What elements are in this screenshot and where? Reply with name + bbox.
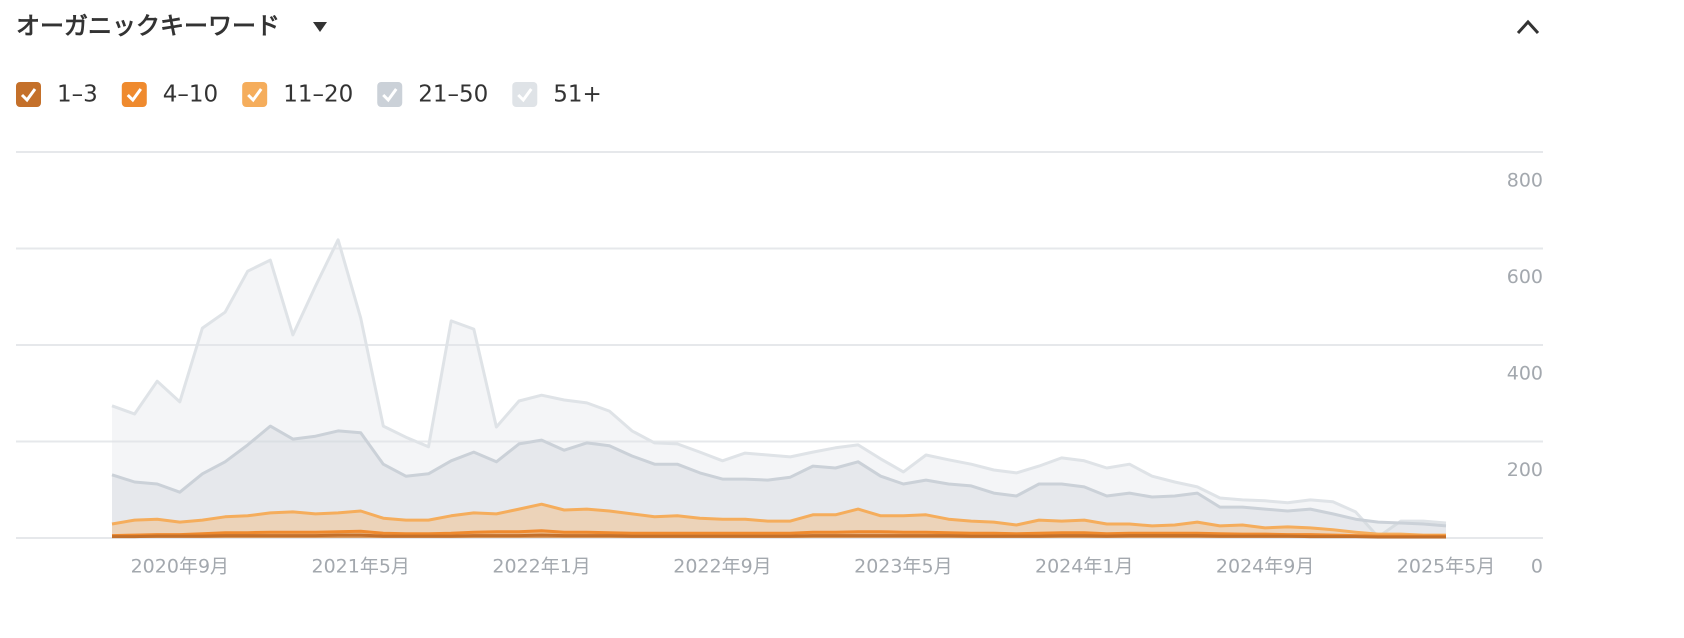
x-tick-label: 2025年5月 <box>1397 556 1495 578</box>
legend-label: 1–3 <box>57 82 98 108</box>
legend-check <box>517 88 533 103</box>
legend-check <box>247 88 263 103</box>
y-tick-label: 600 <box>1507 266 1543 288</box>
legend-item[interactable]: 4–10 <box>121 82 218 108</box>
series-line <box>111 502 1446 537</box>
x-tick-label: 2021年5月 <box>311 556 409 578</box>
series-line <box>111 529 1446 538</box>
series-line <box>112 533 1446 539</box>
y-tick-label: 800 <box>1507 170 1543 192</box>
y-tick-label: 200 <box>1507 459 1543 481</box>
x-tick-label: 2020年9月 <box>131 556 229 578</box>
legend-item[interactable]: 51+ <box>512 82 602 108</box>
legend-label: 11–20 <box>283 82 353 108</box>
legend-label: 4–10 <box>163 82 218 108</box>
legend-label: 21–50 <box>418 82 488 108</box>
y-tick-label: 0 <box>1531 556 1543 578</box>
series-area <box>112 426 1446 538</box>
dropdown-arrow[interactable] <box>313 22 327 32</box>
legend-item[interactable]: 11–20 <box>242 82 353 108</box>
grid <box>16 151 1543 539</box>
x-tick-label: 2024年1月 <box>1035 556 1133 578</box>
legend-item[interactable]: 21–50 <box>377 82 488 108</box>
chart-title: オーガニックキーワード <box>16 12 280 40</box>
x-tick-label: 2022年1月 <box>492 556 590 578</box>
legend: 1–3 4–10 11–20 21–50 51+ <box>16 82 602 108</box>
x-tick-label: 2024年9月 <box>1216 556 1314 578</box>
legend-label: 51+ <box>553 82 602 108</box>
x-tick-label: 2023年5月 <box>854 556 952 578</box>
legend-checkbox <box>121 82 147 107</box>
legend-check <box>382 88 398 103</box>
legend-checkbox <box>377 82 403 107</box>
series-line <box>111 424 1447 528</box>
legend-checkbox <box>16 82 41 107</box>
axes: 0 200 400 600 800 2020年9月 2021年5月 2022年1月 2022年9… <box>131 170 1543 578</box>
legend-item[interactable]: 1–3 <box>16 82 98 108</box>
series-line <box>111 238 1447 539</box>
legend-checkbox <box>512 82 538 107</box>
legend-checkbox <box>242 82 268 107</box>
legend-check <box>126 88 142 103</box>
plot <box>111 238 1447 539</box>
legend-check <box>20 88 37 103</box>
x-tick-label: 2022年9月 <box>673 556 771 578</box>
y-tick-label: 400 <box>1507 363 1543 385</box>
collapse-caret[interactable] <box>1516 19 1540 35</box>
